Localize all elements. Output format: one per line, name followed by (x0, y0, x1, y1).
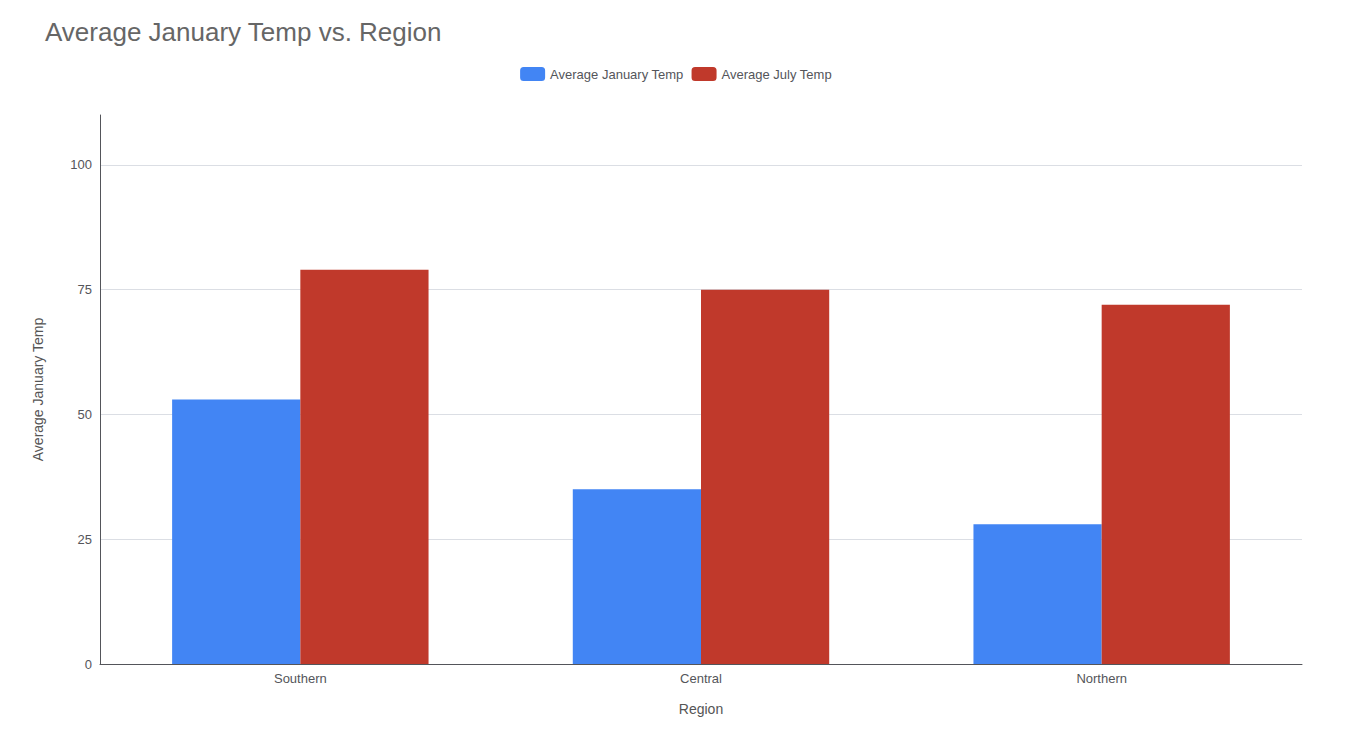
svg-text:100: 100 (70, 157, 92, 172)
svg-text:Average January Temp vs. Regio: Average January Temp vs. Region (45, 17, 442, 47)
svg-text:Average July Temp: Average July Temp (722, 67, 832, 82)
svg-text:Average January Temp: Average January Temp (550, 67, 683, 82)
svg-text:Average January Temp: Average January Temp (30, 318, 46, 462)
svg-text:75: 75 (78, 282, 92, 297)
svg-text:Central: Central (680, 671, 722, 686)
svg-text:Southern: Southern (274, 671, 327, 686)
svg-text:Region: Region (679, 701, 723, 717)
svg-text:Northern: Northern (1076, 671, 1127, 686)
svg-text:25: 25 (78, 532, 92, 547)
svg-text:0: 0 (85, 657, 92, 672)
svg-text:50: 50 (78, 407, 92, 422)
